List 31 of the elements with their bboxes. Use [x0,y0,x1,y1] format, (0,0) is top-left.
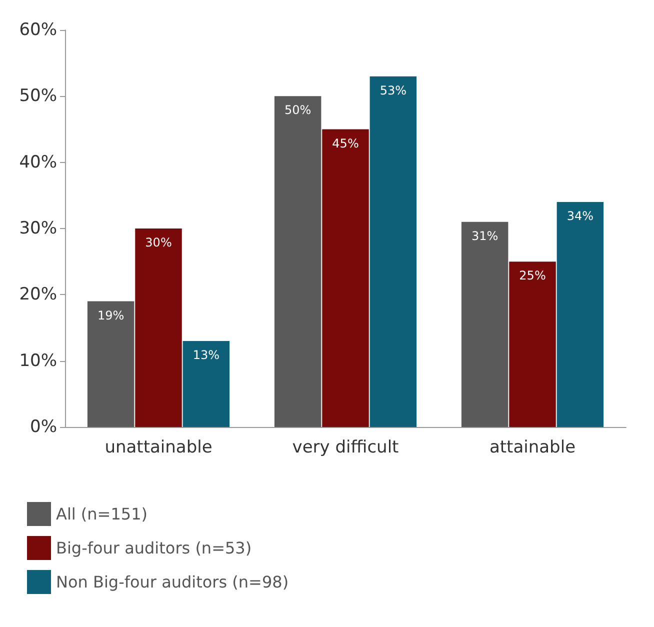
bar [461,222,508,427]
bar [509,262,556,427]
y-tick-label: 50% [19,86,57,106]
data-label: 13% [192,348,220,362]
bar [135,228,182,427]
data-label: 50% [284,103,312,118]
data-label: 19% [97,308,124,322]
bar [87,301,134,427]
data-label: 31% [471,228,498,243]
bar [182,340,230,427]
x-tick-label: attainable [489,438,576,458]
data-label: 30% [145,236,172,250]
data-label: 53% [380,83,407,98]
y-tick-label: 30% [19,218,57,238]
bar [322,129,369,427]
data-label: 34% [566,209,594,224]
y-tick-label: 60% [19,20,57,40]
data-label: 25% [519,268,546,283]
x-tick-label: very difficult [292,438,400,458]
x-tick-label: unattainable [104,438,212,458]
bar [556,202,604,427]
legend-label: Non Big-four auditors (n=98) [56,572,289,592]
bar [274,96,322,427]
legend-label: Big-four auditors (n=53) [56,538,252,558]
y-tick-label: 20% [19,284,57,305]
bar [370,76,417,427]
data-label: 45% [332,136,359,150]
y-tick-label: 10% [19,350,57,371]
legend-label: All (n=151) [56,504,148,524]
y-tick-label: 0% [30,417,57,437]
y-tick-label: 40% [19,152,57,172]
